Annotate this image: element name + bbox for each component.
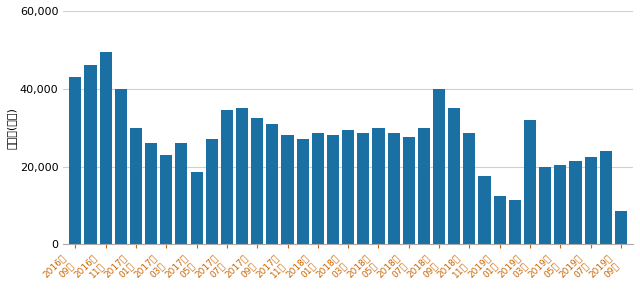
Bar bbox=[388, 133, 399, 244]
Bar bbox=[493, 196, 506, 244]
Bar bbox=[312, 133, 324, 244]
Bar bbox=[418, 128, 430, 244]
Bar bbox=[403, 137, 415, 244]
Bar bbox=[570, 161, 582, 244]
Bar bbox=[448, 108, 460, 244]
Bar bbox=[191, 172, 203, 244]
Bar bbox=[266, 124, 278, 244]
Bar bbox=[160, 155, 172, 244]
Bar bbox=[175, 143, 188, 244]
Bar bbox=[100, 52, 112, 244]
Bar bbox=[357, 133, 369, 244]
Bar bbox=[600, 151, 612, 244]
Bar bbox=[115, 89, 127, 244]
Bar bbox=[221, 110, 233, 244]
Bar bbox=[205, 139, 218, 244]
Bar bbox=[463, 133, 476, 244]
Bar bbox=[524, 120, 536, 244]
Bar bbox=[130, 128, 142, 244]
Bar bbox=[327, 136, 339, 244]
Bar bbox=[342, 130, 354, 244]
Bar bbox=[84, 65, 97, 244]
Bar bbox=[251, 118, 263, 244]
Bar bbox=[509, 200, 521, 244]
Bar bbox=[296, 139, 308, 244]
Bar bbox=[145, 143, 157, 244]
Bar bbox=[479, 176, 491, 244]
Bar bbox=[554, 165, 566, 244]
Bar bbox=[615, 211, 627, 244]
Bar bbox=[236, 108, 248, 244]
Bar bbox=[372, 128, 385, 244]
Bar bbox=[584, 157, 596, 244]
Y-axis label: 거래량(건수): 거래량(건수) bbox=[7, 107, 17, 148]
Bar bbox=[69, 77, 81, 244]
Bar bbox=[539, 166, 551, 244]
Bar bbox=[433, 89, 445, 244]
Bar bbox=[282, 136, 294, 244]
